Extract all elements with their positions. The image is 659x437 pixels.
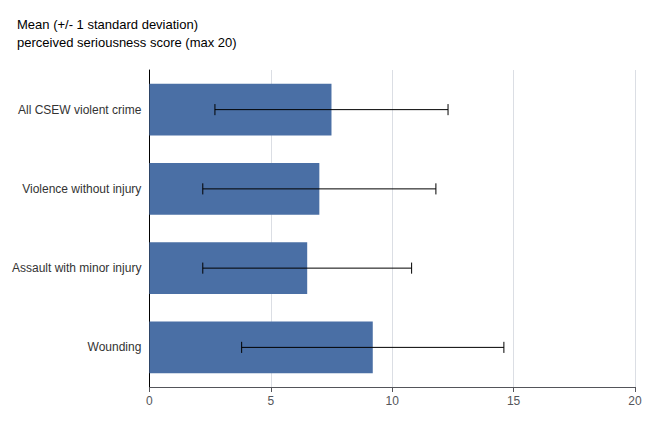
svg-text:10: 10 <box>386 394 400 408</box>
svg-text:Mean (+/- 1 standard deviation: Mean (+/- 1 standard deviation) <box>17 17 198 32</box>
svg-text:15: 15 <box>507 394 521 408</box>
svg-text:0: 0 <box>146 394 153 408</box>
svg-text:All CSEW violent crime: All CSEW violent crime <box>18 103 142 117</box>
svg-text:Violence without injury: Violence without injury <box>22 182 141 196</box>
svg-text:Assault with minor injury: Assault with minor injury <box>12 261 141 275</box>
svg-text:perceived seriousness score (m: perceived seriousness score (max 20) <box>17 35 237 50</box>
svg-text:20: 20 <box>628 394 642 408</box>
svg-text:5: 5 <box>267 394 274 408</box>
svg-text:Wounding: Wounding <box>88 340 142 354</box>
